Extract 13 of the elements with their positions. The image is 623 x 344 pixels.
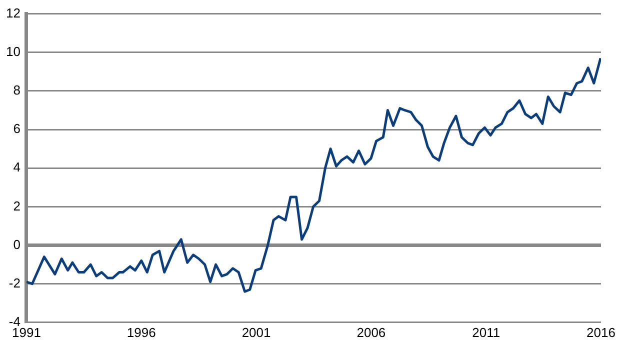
y-tick-label: 10: [6, 44, 20, 59]
y-tick-label: 8: [13, 82, 20, 98]
y-tick-label: -2: [8, 275, 20, 290]
x-tick-label: 2001: [242, 324, 271, 340]
y-tick-label: 2: [13, 198, 20, 214]
y-tick-label: 4: [13, 160, 20, 175]
x-tick-label: 2016: [586, 324, 616, 340]
x-tick-label: 1996: [126, 324, 156, 340]
y-tick-label: 6: [13, 121, 20, 136]
x-tick-label: 2011: [472, 324, 500, 340]
x-tick-label: 2006: [356, 324, 386, 340]
y-tick-label: 12: [6, 5, 20, 20]
y-tick-label: 0: [13, 236, 20, 252]
